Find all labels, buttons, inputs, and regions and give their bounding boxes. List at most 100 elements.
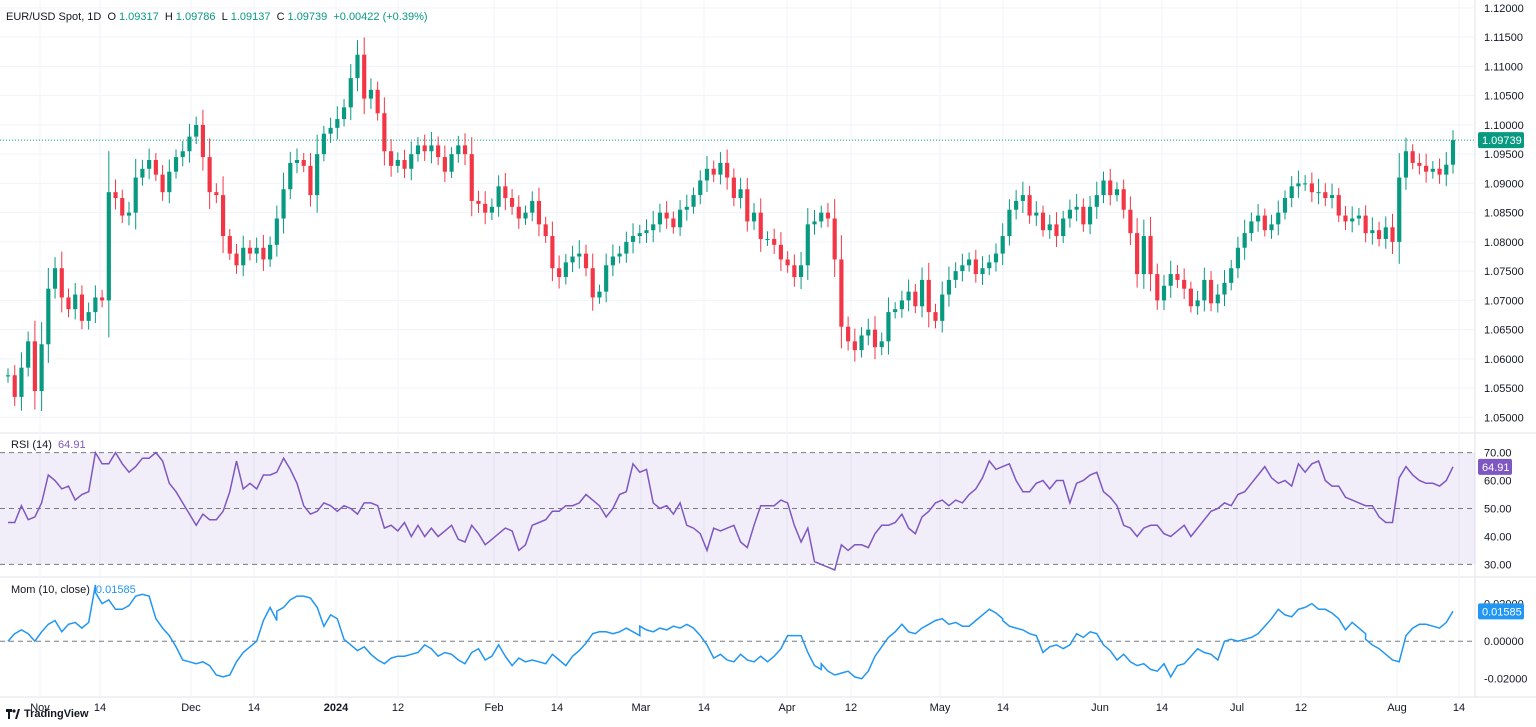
rsi-last-badge <box>1478 458 1512 475</box>
candle-body <box>691 195 696 207</box>
candle-body <box>1296 183 1301 187</box>
candle-body <box>59 268 64 298</box>
candle-body <box>953 271 958 280</box>
candle-body <box>1397 177 1402 242</box>
candle-body <box>254 247 259 254</box>
rsi-tick-label: 40.00 <box>1484 531 1512 543</box>
candle-body <box>153 160 158 175</box>
candle-body <box>288 162 293 190</box>
candle-body <box>577 253 582 257</box>
candle-body <box>1269 224 1274 231</box>
candle-body <box>39 344 44 392</box>
candle-body <box>247 247 253 254</box>
candle-body <box>1403 151 1409 178</box>
candle-body <box>1020 195 1025 201</box>
candle-body <box>899 300 904 310</box>
price-tick-label: 1.06500 <box>1484 325 1524 337</box>
candle-body <box>73 294 78 310</box>
candle-body <box>738 189 743 199</box>
candle-body <box>113 192 118 199</box>
candle-body <box>1323 192 1328 199</box>
candle-body <box>1229 268 1234 283</box>
price-tick-label: 1.11000 <box>1484 61 1523 73</box>
candle-body <box>940 294 945 321</box>
candle-body <box>207 157 212 193</box>
price-tick-label: 1.11500 <box>1484 32 1523 44</box>
candle-body <box>698 180 703 196</box>
candle-body <box>1108 180 1113 196</box>
candle-body <box>731 177 736 199</box>
candle-body <box>1417 162 1422 166</box>
candle-body <box>1430 168 1435 172</box>
candle-body <box>1188 288 1193 307</box>
symbol-title[interactable]: EUR/USD Spot, 1D <box>6 11 102 23</box>
candle-body <box>980 268 985 275</box>
candle-body <box>1350 218 1355 222</box>
candle-body <box>1363 215 1368 234</box>
x-tick-label: Mar <box>632 702 651 714</box>
price-tick-label: 1.08500 <box>1484 208 1524 220</box>
candle-body <box>341 107 347 120</box>
candle-body <box>476 200 481 204</box>
candle-body <box>321 133 326 155</box>
candle-body <box>725 162 730 178</box>
candle-body <box>1410 151 1415 163</box>
candle-body <box>462 145 468 155</box>
candle-body <box>1289 186 1294 199</box>
candle-body <box>960 265 965 272</box>
candle-body <box>758 212 763 239</box>
candle-body <box>812 221 817 225</box>
candle-body <box>1014 200 1019 210</box>
candle-body <box>993 253 999 263</box>
candle-body <box>819 212 824 222</box>
candle-body <box>523 212 528 219</box>
candle-body <box>1390 227 1395 242</box>
candle-body <box>973 259 978 275</box>
candle-body <box>281 189 286 219</box>
tradingview-logo[interactable]: TradingView <box>6 708 89 720</box>
candle-body <box>664 212 669 219</box>
candle-body <box>1383 227 1388 239</box>
candle-body <box>79 294 85 321</box>
x-tick-label: 14 <box>551 702 563 714</box>
candle-body <box>268 244 273 260</box>
candle-body <box>32 341 37 392</box>
candle-body <box>456 145 461 155</box>
candle-body <box>1081 206 1086 225</box>
candle-body <box>933 312 938 321</box>
rsi-header[interactable]: RSI (14) 64.91 <box>11 439 89 451</box>
candle-body <box>1316 192 1321 194</box>
candle-body <box>5 375 11 377</box>
mom-value: 0.01585 <box>95 584 136 596</box>
change-value: +0.00422 (+0.39%) <box>333 11 428 23</box>
rsi-tick-label: 30.00 <box>1484 559 1512 571</box>
x-tick-label: 12 <box>845 702 857 714</box>
price-tick-label: 1.09500 <box>1484 149 1524 161</box>
x-tick-label: 14 <box>1156 702 1168 714</box>
candle-body <box>530 200 535 213</box>
candle-body <box>1061 218 1066 237</box>
candle-body <box>1034 212 1039 216</box>
x-tick-label: 14 <box>248 702 260 714</box>
candle-body <box>1329 195 1335 199</box>
candle-body <box>1027 195 1032 216</box>
candle-body <box>46 288 51 345</box>
candle-body <box>509 198 515 207</box>
candle-body <box>126 212 132 216</box>
price-tick-label: 1.07000 <box>1484 295 1524 307</box>
rsi-tick-label: 60.00 <box>1484 476 1512 488</box>
candle-body <box>798 265 804 277</box>
x-tick-label: 14 <box>94 702 106 714</box>
candle-body <box>637 233 642 237</box>
candle-body <box>106 192 111 301</box>
candle-body <box>886 312 891 342</box>
mom-tick-label: -0.02000 <box>1484 674 1527 686</box>
candle-body <box>704 168 710 181</box>
candle-body <box>160 174 165 193</box>
candle-body <box>1054 224 1059 237</box>
candle-body <box>1282 198 1288 213</box>
mom-header[interactable]: Mom (10, close) 0.01585 <box>11 584 139 596</box>
candle-body <box>52 268 58 289</box>
candle-body <box>1208 279 1214 304</box>
